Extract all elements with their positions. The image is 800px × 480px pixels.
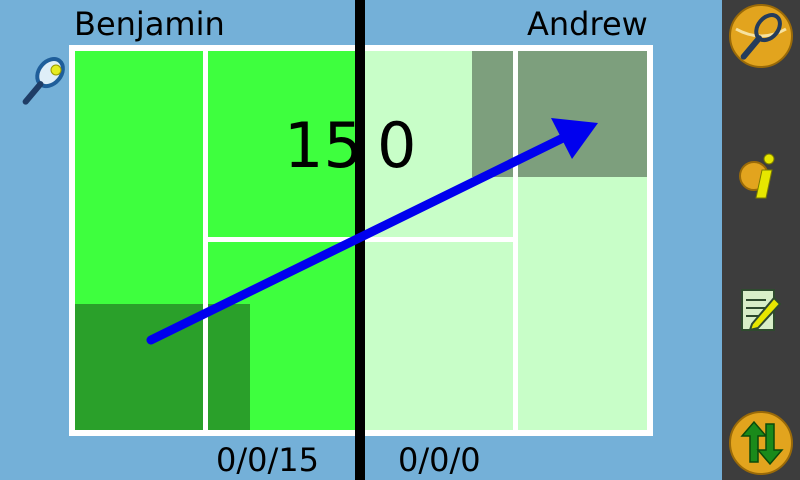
sidebar	[722, 0, 800, 480]
serving-racket-icon	[22, 57, 65, 105]
swap-sides-icon	[729, 411, 793, 475]
left-service-box-lower-highlight	[208, 304, 250, 430]
notepad-icon	[741, 289, 782, 332]
left-point-score: 15	[284, 109, 363, 182]
right-player-name: Andrew	[527, 5, 648, 43]
racket-button[interactable]	[728, 3, 794, 69]
left-player-name: Benjamin	[74, 5, 225, 43]
swap-sides-button[interactable]	[728, 410, 794, 476]
left-court-zone-back-highlight	[75, 304, 203, 430]
info-button[interactable]	[728, 140, 794, 206]
right-point-score: 0	[377, 109, 417, 182]
info-icon	[739, 153, 775, 199]
notes-button[interactable]	[728, 278, 794, 344]
court-net	[355, 0, 365, 480]
right-game-score: 0/0/0	[398, 441, 481, 479]
left-game-score: 0/0/15	[216, 441, 319, 479]
right-court-zone-back-highlight	[518, 51, 647, 177]
right-service-box-lower[interactable]	[365, 242, 513, 430]
right-service-box-upper-highlight	[472, 51, 513, 177]
racket-icon	[729, 4, 793, 68]
